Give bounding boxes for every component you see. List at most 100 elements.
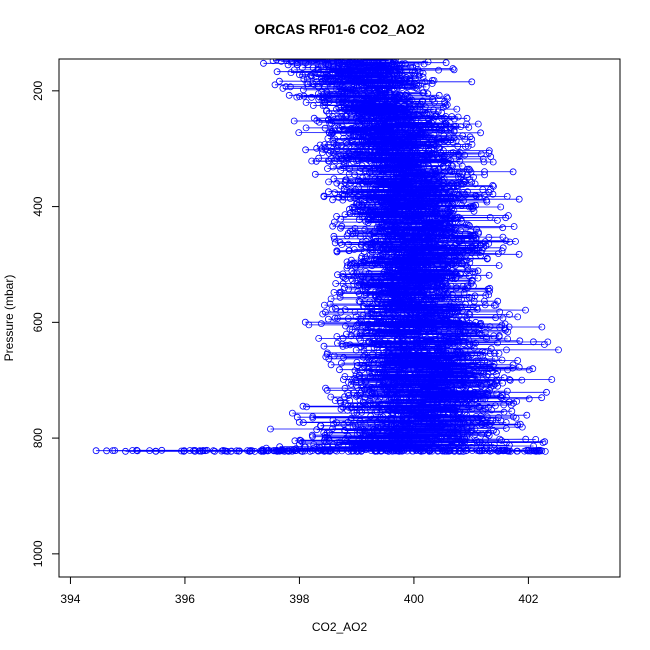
data-point: [383, 391, 391, 399]
data-point: [377, 338, 385, 346]
data-point: [418, 301, 426, 309]
data-point: [468, 362, 475, 370]
data-point: [314, 64, 322, 72]
data-point: [405, 161, 413, 169]
data-point: [525, 366, 533, 374]
data-point: [412, 257, 420, 265]
data-point: [399, 151, 407, 159]
data-point: [405, 431, 413, 439]
data-point: [392, 223, 400, 231]
data-point: [437, 340, 445, 348]
data-point: [459, 447, 467, 455]
data-point: [319, 91, 327, 99]
data-point: [437, 236, 445, 243]
data-point: [473, 245, 481, 253]
data-point: [385, 151, 393, 159]
data-point: [485, 271, 493, 279]
data-point: [355, 319, 363, 327]
data-point: [461, 230, 469, 238]
data-point: [361, 155, 368, 162]
data-point: [483, 389, 491, 397]
data-point: [400, 321, 408, 329]
data-point: [452, 350, 460, 358]
data-point: [414, 287, 422, 295]
data-point: [407, 237, 415, 245]
data-point: [350, 246, 358, 253]
data-point: [409, 276, 417, 284]
data-point: [342, 117, 350, 125]
data-point: [457, 396, 465, 404]
data-point: [342, 106, 350, 114]
data-point: [288, 59, 295, 65]
data-point: [453, 440, 461, 448]
data-point: [334, 72, 342, 80]
data-point: [352, 393, 360, 400]
data-point: [437, 362, 445, 370]
data-point: [450, 301, 458, 309]
data-point: [335, 98, 343, 106]
data-point: [448, 249, 456, 257]
data-point: [463, 353, 471, 361]
data-point: [427, 202, 435, 210]
data-point: [375, 380, 383, 388]
data-point: [340, 104, 348, 112]
data-point: [475, 392, 483, 400]
data-point: [346, 165, 354, 173]
data-point: [428, 352, 436, 359]
data-point: [358, 238, 366, 246]
data-point: [387, 398, 395, 406]
data-point: [459, 132, 467, 140]
data-point: [352, 371, 360, 379]
data-point: [360, 347, 368, 354]
data-point: [441, 405, 449, 413]
data-point: [420, 440, 428, 448]
data-point: [425, 121, 433, 129]
data-point: [415, 389, 423, 397]
data-point: [419, 340, 427, 348]
data-point: [432, 255, 440, 263]
data-point: [275, 77, 283, 85]
data-point: [464, 142, 472, 150]
data-point: [426, 393, 434, 401]
data-point: [384, 64, 392, 72]
data-point: [345, 170, 353, 178]
data-point: [390, 415, 398, 422]
data-point: [446, 339, 454, 347]
data-point: [306, 447, 314, 455]
data-point: [415, 158, 423, 166]
data-point: [459, 282, 467, 290]
data-point: [388, 299, 395, 307]
data-point: [444, 138, 452, 146]
data-point: [378, 143, 386, 150]
data-point: [356, 298, 364, 306]
data-point: [440, 152, 448, 160]
data-point: [398, 267, 406, 275]
data-point: [447, 356, 455, 364]
data-point: [393, 334, 401, 342]
data-point: [458, 307, 466, 315]
data-point: [409, 301, 417, 309]
data-point: [533, 447, 541, 454]
data-point: [413, 321, 421, 329]
data-point: [496, 323, 504, 331]
data-point: [409, 352, 417, 360]
data-point: [478, 420, 486, 428]
data-point: [364, 321, 372, 329]
data-point: [475, 193, 483, 201]
data-point: [398, 263, 406, 271]
data-point: [490, 182, 497, 190]
data-point: [446, 436, 454, 444]
data-point: [317, 422, 325, 430]
data-point: [362, 422, 370, 430]
y-axis-label: Pressure (mbar): [2, 275, 16, 362]
data-point: [391, 302, 399, 310]
data-point: [515, 363, 523, 371]
data-point: [391, 81, 399, 89]
data-point: [416, 243, 424, 251]
data-point: [313, 426, 321, 434]
data-point: [384, 350, 392, 358]
data-point: [510, 399, 517, 407]
data-point: [444, 226, 452, 234]
data-point: [428, 347, 436, 355]
data-point: [395, 186, 403, 194]
